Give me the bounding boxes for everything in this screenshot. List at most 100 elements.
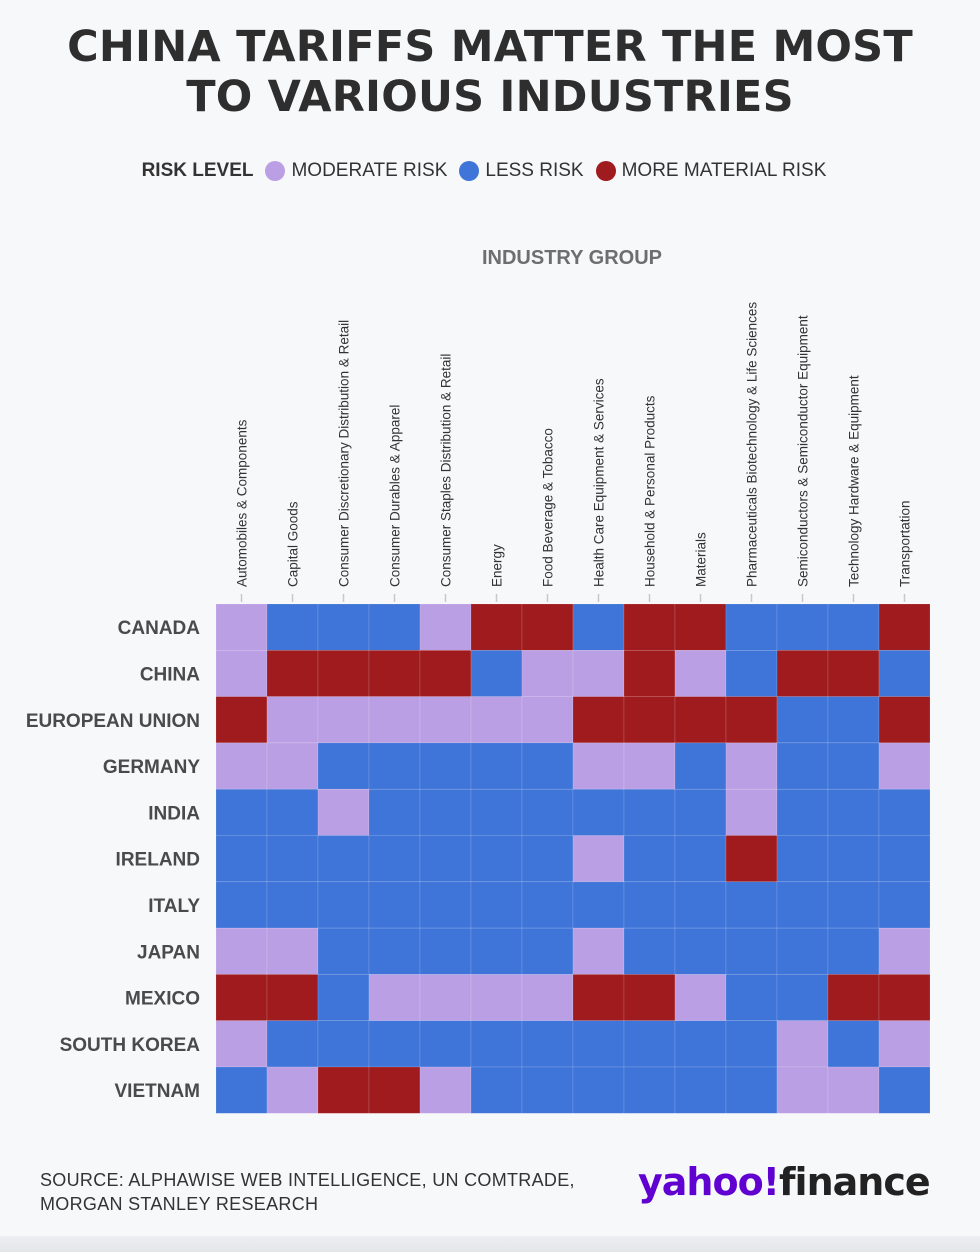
heatmap-cell	[368, 927, 421, 975]
heatmap-cell	[317, 1020, 370, 1068]
heatmap-cell	[725, 1020, 778, 1068]
heatmap-cell	[776, 1066, 829, 1114]
heatmap-cell	[878, 835, 931, 883]
heatmap-cell	[827, 835, 880, 883]
heatmap-cell	[674, 742, 727, 790]
heatmap-cell	[623, 974, 676, 1022]
column-label: Consumer Discretionary Distribution & Re…	[337, 320, 352, 587]
heatmap-cell	[266, 835, 319, 883]
heatmap-cell	[419, 881, 472, 929]
heatmap-cell	[572, 927, 625, 975]
row-label: CANADA	[118, 618, 201, 639]
heatmap-cell	[827, 742, 880, 790]
column-label: Transportation	[898, 500, 913, 587]
chart-title-line-1: CHINA TARIFFS MATTER THE MOST	[67, 22, 913, 72]
heatmap-cell	[776, 696, 829, 744]
heatmap-cell	[776, 974, 829, 1022]
source-line-1: SOURCE: ALPHAWISE WEB INTELLIGENCE, UN C…	[40, 1170, 575, 1190]
heatmap-cell	[623, 742, 676, 790]
heatmap-cell	[317, 603, 370, 651]
heatmap-cell	[521, 603, 574, 651]
heatmap-cell	[419, 788, 472, 836]
heatmap-cell	[470, 788, 523, 836]
heatmap-cell	[878, 696, 931, 744]
heatmap-cell	[470, 835, 523, 883]
heatmap-cell	[470, 927, 523, 975]
heatmap-cell	[725, 835, 778, 883]
heatmap-cell	[674, 649, 727, 697]
source-note: SOURCE: ALPHAWISE WEB INTELLIGENCE, UN C…	[40, 1168, 575, 1216]
heatmap-cell	[878, 1020, 931, 1068]
heatmap-cell	[419, 696, 472, 744]
heatmap-cell	[368, 974, 421, 1022]
chart-title-line-2: TO VARIOUS INDUSTRIES	[186, 72, 794, 122]
heatmap-cell	[827, 788, 880, 836]
heatmap-cell	[317, 835, 370, 883]
heatmap-cell	[572, 788, 625, 836]
heatmap-cell	[827, 1020, 880, 1068]
heatmap-cell	[470, 974, 523, 1022]
heatmap-cell	[878, 881, 931, 929]
legend-label-moderate: MODERATE RISK	[291, 160, 448, 181]
heatmap-cell	[266, 696, 319, 744]
heatmap-cell	[878, 927, 931, 975]
heatmap-cell	[623, 835, 676, 883]
heatmap-cell	[623, 927, 676, 975]
heatmap-cell	[776, 742, 829, 790]
heatmap-cell	[419, 742, 472, 790]
column-label: Materials	[694, 532, 709, 587]
heatmap-cell	[776, 603, 829, 651]
heatmap-cell	[572, 742, 625, 790]
heatmap-cell	[776, 835, 829, 883]
heatmap-cell	[266, 974, 319, 1022]
heatmap-cell	[572, 1020, 625, 1068]
row-label: GERMANY	[103, 757, 200, 778]
row-label: CHINA	[140, 664, 200, 685]
heatmap-cell	[725, 927, 778, 975]
heatmap-cell	[368, 1020, 421, 1068]
heatmap-cell	[215, 1066, 268, 1114]
heatmap-cell	[827, 927, 880, 975]
heatmap-cell	[368, 649, 421, 697]
heatmap-cell	[674, 1066, 727, 1114]
heatmap-cell	[266, 1066, 319, 1114]
heatmap-cell	[878, 788, 931, 836]
row-label: MEXICO	[125, 989, 200, 1010]
legend-item-less: LESS RISK	[459, 160, 584, 182]
logo-yahoo: yahoo!	[638, 1160, 780, 1204]
heatmap-cell	[725, 974, 778, 1022]
heatmap-cell	[419, 974, 472, 1022]
legend-title: RISK LEVEL	[141, 160, 254, 181]
heatmap-cell	[776, 927, 829, 975]
source-line-2: MORGAN STANLEY RESEARCH	[40, 1194, 319, 1214]
column-label: Consumer Durables & Apparel	[388, 405, 403, 587]
heatmap-cell	[470, 603, 523, 651]
heatmap-chart: INDUSTRY GROUP Automobiles & Components C…	[26, 247, 931, 1114]
heatmap-cell	[266, 927, 319, 975]
heatmap-cell	[827, 649, 880, 697]
heatmap-cell	[725, 603, 778, 651]
heatmap-cell	[368, 788, 421, 836]
heatmap-cell	[470, 881, 523, 929]
heatmap-cell	[623, 649, 676, 697]
heatmap-cell	[317, 649, 370, 697]
heatmap-cell	[317, 974, 370, 1022]
heatmap-cell	[572, 835, 625, 883]
heatmap-cell	[419, 1066, 472, 1114]
heatmap-cell	[521, 1020, 574, 1068]
heatmap-cell	[725, 788, 778, 836]
heatmap-cell	[674, 603, 727, 651]
heatmap-cell	[827, 881, 880, 929]
legend: RISK LEVEL MODERATE RISK LESS RISK MORE …	[0, 160, 980, 182]
row-label: IRELAND	[116, 850, 200, 871]
heatmap-cell	[215, 649, 268, 697]
column-label: Technology Hardware & Equipment	[847, 375, 862, 587]
column-label: Food Beverage & Tobacco	[541, 428, 556, 587]
row-label: SOUTH KOREA	[60, 1035, 201, 1056]
heatmap-cell	[623, 696, 676, 744]
heatmap-cell	[368, 696, 421, 744]
column-label: Automobiles & Components	[235, 419, 250, 587]
heatmap-cell	[521, 696, 574, 744]
heatmap-cell	[419, 1020, 472, 1068]
heatmap-cell	[623, 1066, 676, 1114]
